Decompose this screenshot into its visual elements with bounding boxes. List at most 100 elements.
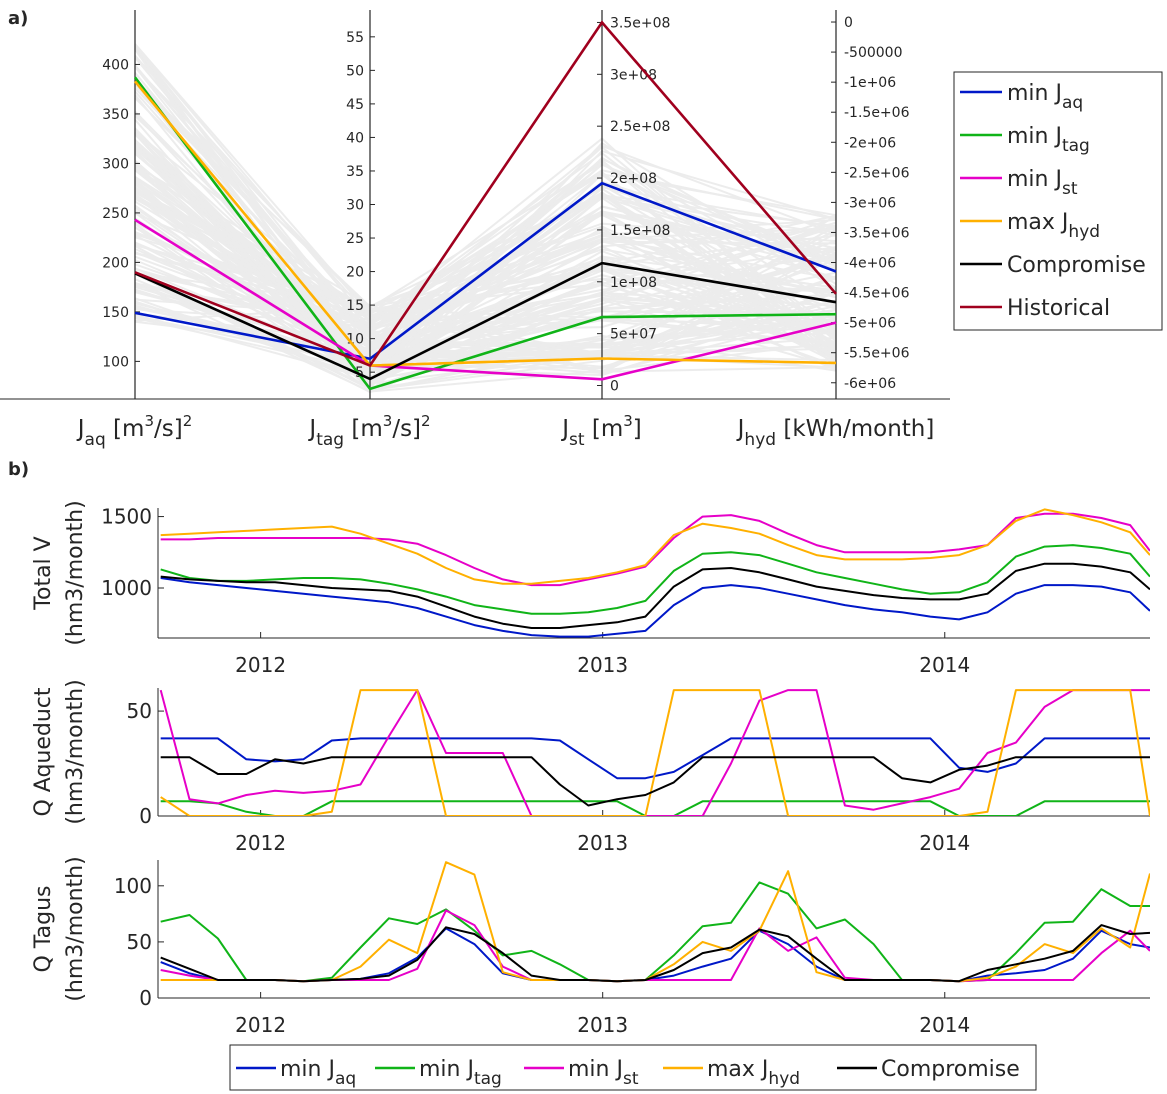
pc-background-line bbox=[134, 170, 837, 367]
pc-background-line bbox=[134, 164, 837, 365]
subplot-x-tick-label: 2014 bbox=[919, 653, 970, 677]
pc-background-line bbox=[134, 169, 837, 357]
ts-series-compromise bbox=[160, 562, 1150, 629]
pc-background-line bbox=[134, 110, 837, 351]
pc-background-line bbox=[134, 179, 837, 389]
ts-legend-label-min_jtag-main: min J bbox=[419, 1057, 474, 1082]
pc-background-line bbox=[134, 94, 837, 382]
pc-background-line bbox=[134, 139, 837, 360]
subplot-ylabel-line2: (hm3/month) bbox=[63, 679, 88, 824]
pc-background-line bbox=[134, 175, 837, 328]
pc-tick-label: 300 bbox=[102, 156, 129, 172]
pc-axis-title-main: J bbox=[76, 416, 85, 442]
pc-background-line bbox=[134, 210, 837, 360]
pc-background-line bbox=[134, 194, 837, 321]
panel-label-a: a) bbox=[8, 8, 28, 29]
pc-background-line bbox=[134, 221, 837, 355]
pc-background-line bbox=[134, 214, 837, 362]
pc-background-line bbox=[134, 196, 837, 393]
pc-background-line bbox=[134, 181, 837, 372]
pc-background-line bbox=[134, 205, 837, 345]
pc-tick-label: 35 bbox=[346, 164, 364, 180]
pc-background-line bbox=[134, 140, 837, 362]
pc-background-line bbox=[134, 141, 837, 388]
pc-legend-label-min_jaq: min Jaq bbox=[1007, 81, 1083, 113]
pc-series-max_jhyd bbox=[133, 80, 837, 367]
pc-tick-label: 5e+07 bbox=[610, 327, 657, 343]
pc-background-line bbox=[134, 228, 837, 353]
pc-background-line bbox=[134, 43, 837, 336]
subplot-series-group bbox=[160, 861, 1150, 983]
pc-tick-label: 250 bbox=[102, 206, 129, 222]
pc-axis-hyd: 0 -500000 -1e+06 -1.5e+06 -2e+06 -2.5e+06 -3e+… bbox=[736, 10, 934, 450]
subplot-q-aqueduct: 0 50 2012 2013 2014 Q Aqueduct (hm3/month) bbox=[31, 679, 1150, 855]
panel-label-b: b) bbox=[8, 459, 29, 480]
ts-legend-label-compromise-main: Compromise bbox=[881, 1057, 1020, 1082]
pc-background-line bbox=[134, 178, 837, 333]
pc-legend-label-max_jhyd-main: max J bbox=[1007, 210, 1068, 235]
pc-background-line bbox=[134, 131, 837, 351]
pc-axis-title-unit-end-sup: 2 bbox=[421, 412, 431, 430]
pc-axis-title-unit-end: ] bbox=[633, 416, 642, 442]
pc-tick-label: -3e+06 bbox=[844, 195, 896, 211]
subplot-ylabel-line1: Q Tagus bbox=[31, 886, 56, 973]
pc-background-line bbox=[134, 150, 837, 382]
pc-background-line bbox=[134, 83, 837, 339]
subplot-x-tick-label: 2012 bbox=[235, 653, 286, 677]
pc-background-line bbox=[134, 278, 837, 379]
pc-tick-label: 0 bbox=[844, 15, 853, 31]
pc-legend-label-max_jhyd: max Jhyd bbox=[1007, 210, 1100, 242]
pc-background-line bbox=[134, 48, 837, 368]
pc-background-line bbox=[134, 193, 837, 373]
pc-background-line bbox=[134, 66, 837, 311]
pc-background-line bbox=[134, 217, 837, 363]
pc-background-line bbox=[134, 163, 837, 355]
pc-background-line bbox=[134, 238, 837, 348]
pc-background-line bbox=[134, 217, 837, 372]
ts-series-min_jaq bbox=[160, 577, 1150, 638]
pc-background-line bbox=[134, 231, 837, 315]
pc-background-line bbox=[134, 127, 837, 368]
pc-tick-label: -2.5e+06 bbox=[844, 165, 910, 181]
pc-legend-label-historical: Historical bbox=[1007, 296, 1110, 321]
subplot-series-group bbox=[160, 508, 1150, 638]
pc-tick-label: 400 bbox=[102, 57, 129, 73]
pc-axis-title-unit: [m bbox=[585, 416, 624, 442]
subplot-q-tagus: 0 50 100 2012 2013 2014 Q Tagus (hm3/month) bbox=[31, 856, 1150, 1037]
pc-background-line bbox=[134, 189, 837, 318]
pc-background-line bbox=[134, 231, 837, 323]
pc-series-min_jaq bbox=[134, 181, 837, 361]
pc-tick-label: -2e+06 bbox=[844, 135, 896, 151]
pc-tick-label: -1.5e+06 bbox=[844, 105, 910, 121]
pc-background-line bbox=[134, 241, 837, 363]
pc-tick-label: -6e+06 bbox=[844, 376, 896, 392]
pc-background-line bbox=[134, 132, 837, 381]
subplot-ylabel-line1: Q Aqueduct bbox=[31, 687, 56, 816]
ts-legend-label-min_jtag-sub: tag bbox=[474, 1069, 502, 1089]
pc-axis-title-main: J bbox=[736, 416, 745, 442]
ts-legend-label-max_jhyd-sub: hyd bbox=[768, 1069, 800, 1089]
ts-legend-label-min_jst-main: min J bbox=[568, 1057, 623, 1082]
pc-background-line bbox=[134, 113, 837, 370]
pc-axis-title-unit: [kWh/month] bbox=[776, 416, 934, 442]
pc-tick-label: -4e+06 bbox=[844, 256, 896, 272]
pc-background-line bbox=[134, 45, 837, 341]
pc-background-line bbox=[134, 200, 837, 346]
pc-series-historical bbox=[134, 20, 837, 368]
pc-background-line bbox=[134, 169, 837, 355]
ts-legend-label-min_jtag: min Jtag bbox=[419, 1057, 502, 1089]
pc-series-compromise bbox=[134, 261, 837, 381]
pc-tick-label: 50 bbox=[346, 63, 364, 79]
pc-background-line bbox=[134, 211, 837, 358]
pc-tick-label: -4.5e+06 bbox=[844, 286, 910, 302]
pc-background-line bbox=[134, 180, 837, 349]
pc-background-line bbox=[134, 97, 837, 333]
pc-tick-label: 25 bbox=[346, 231, 364, 247]
pc-background-line bbox=[134, 166, 837, 349]
pc-background-line bbox=[134, 205, 837, 380]
pc-background-line bbox=[134, 191, 837, 329]
pc-legend-label-min_jtag: min Jtag bbox=[1007, 124, 1090, 156]
pc-background-line bbox=[134, 55, 837, 319]
pc-axis-title-unit: [m bbox=[106, 416, 145, 442]
